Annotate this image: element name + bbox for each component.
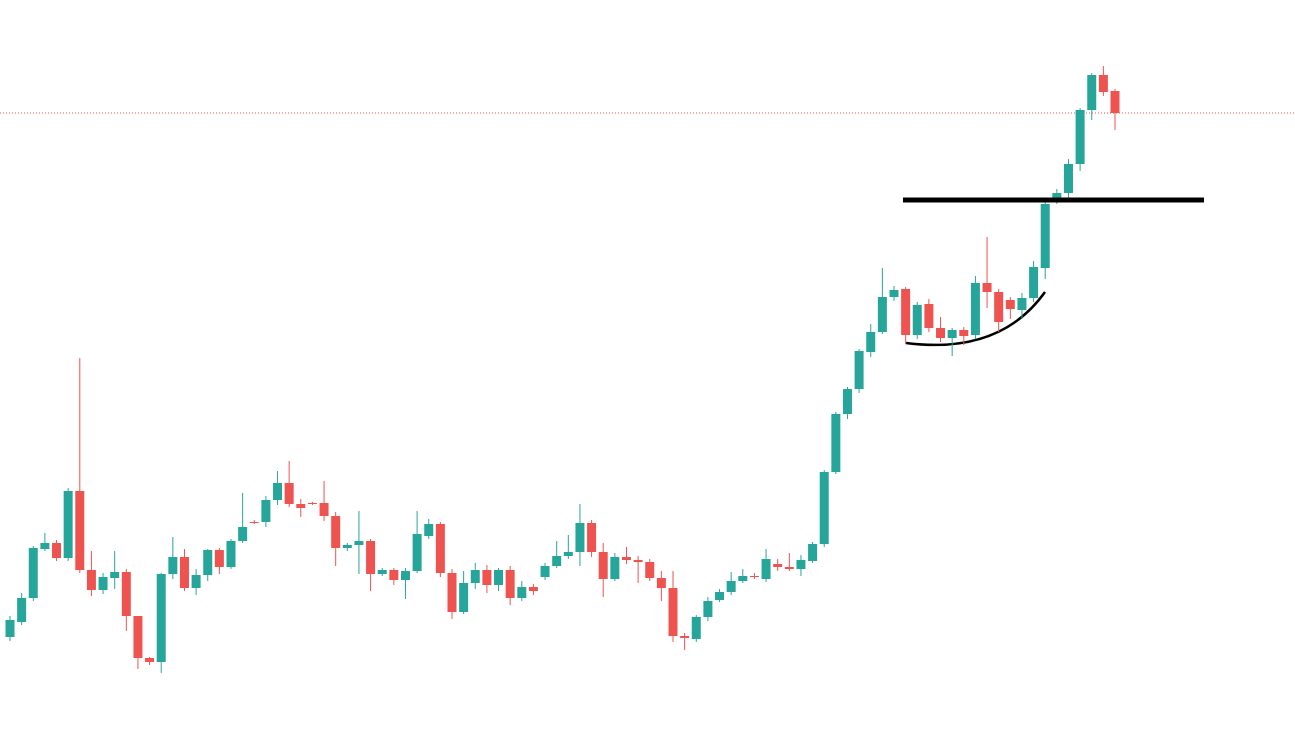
candle-body [133, 616, 143, 658]
candle-body [342, 545, 352, 548]
candle-body [924, 304, 934, 328]
candle-body [691, 617, 701, 639]
candle-body [889, 290, 899, 297]
candle-body [52, 543, 62, 558]
candle-body [703, 601, 713, 617]
candle-body [831, 414, 841, 472]
candle-body [145, 658, 155, 662]
candle-body [912, 305, 922, 335]
candle-body [110, 572, 120, 578]
candle-body [75, 491, 85, 570]
candle-body [1075, 110, 1085, 164]
candle-body [17, 598, 27, 622]
candle-body [959, 330, 969, 336]
candle-body [459, 583, 469, 612]
candle-body [866, 332, 876, 352]
candle-body [645, 562, 655, 578]
candle-body [610, 557, 620, 579]
candle-body [331, 516, 341, 548]
candle-body [98, 577, 108, 590]
candle-body [470, 570, 480, 583]
candle-body [238, 527, 248, 541]
candle-body [296, 504, 306, 508]
candle-body [994, 292, 1004, 322]
candle-body [633, 560, 643, 562]
candle-body [28, 548, 38, 598]
candle-body [796, 560, 806, 569]
candle-body [261, 500, 271, 522]
candle-body [947, 330, 957, 338]
candle-body [1063, 164, 1073, 193]
candle-body [214, 550, 224, 567]
candle-body [842, 389, 852, 414]
candle-body [901, 289, 911, 335]
candle-body [377, 570, 387, 574]
candle-body [226, 541, 236, 567]
candle-body [494, 570, 504, 585]
candle-body [412, 534, 422, 571]
candle-body [389, 570, 399, 580]
candle-body [273, 483, 283, 500]
candle-body [575, 523, 585, 552]
candle-body [354, 541, 364, 545]
candle-body [877, 297, 887, 332]
candle-body [1005, 300, 1015, 309]
candle-body [982, 283, 992, 292]
candle-body [156, 574, 166, 662]
candle-body [656, 578, 666, 588]
candle-body [179, 557, 189, 588]
candle-body [400, 571, 410, 580]
candle-body [86, 570, 96, 590]
candle-body [319, 503, 329, 516]
candle-body [738, 576, 748, 581]
candle-body [808, 544, 818, 561]
candle-body [63, 491, 73, 558]
candle-body [563, 552, 573, 556]
candle-body [1017, 298, 1027, 310]
candle-body [598, 552, 608, 579]
candle-body [761, 559, 771, 579]
candle-body [587, 523, 597, 552]
candle-body [726, 581, 736, 592]
candle-body [970, 283, 980, 335]
candle-body [1052, 193, 1062, 200]
candle-body [621, 557, 631, 560]
candle-body [366, 541, 376, 574]
cup-arc [905, 291, 1047, 347]
candle-body [1098, 75, 1108, 92]
candle-body [203, 550, 213, 575]
candle-body [121, 572, 131, 616]
candle-body [284, 483, 294, 504]
candle-body [668, 588, 678, 636]
candle-body [528, 587, 538, 591]
candle-body [435, 524, 445, 573]
candle-body [40, 543, 50, 549]
candle-body [936, 328, 946, 338]
candle-body [424, 524, 434, 536]
candle-body [168, 557, 178, 574]
candle-body [1040, 204, 1050, 268]
candle-body [540, 566, 550, 577]
candle-body [715, 592, 725, 600]
candle-body [854, 351, 864, 389]
candle-body [447, 573, 457, 612]
candle-body [819, 472, 829, 544]
candle-body [517, 587, 527, 598]
candle-body [1087, 75, 1097, 110]
candle-body [505, 570, 515, 598]
candle-body [307, 503, 317, 504]
candle-body [784, 567, 794, 569]
candle-body [191, 575, 201, 588]
candle-body [249, 522, 259, 523]
candle-body [1110, 91, 1120, 113]
candle-body [773, 564, 783, 567]
candle-body [5, 620, 15, 637]
candle-body [1029, 267, 1039, 298]
candle-body [749, 576, 759, 577]
candle-body [482, 570, 492, 585]
candle-body [552, 556, 562, 566]
candle-body [680, 636, 690, 638]
